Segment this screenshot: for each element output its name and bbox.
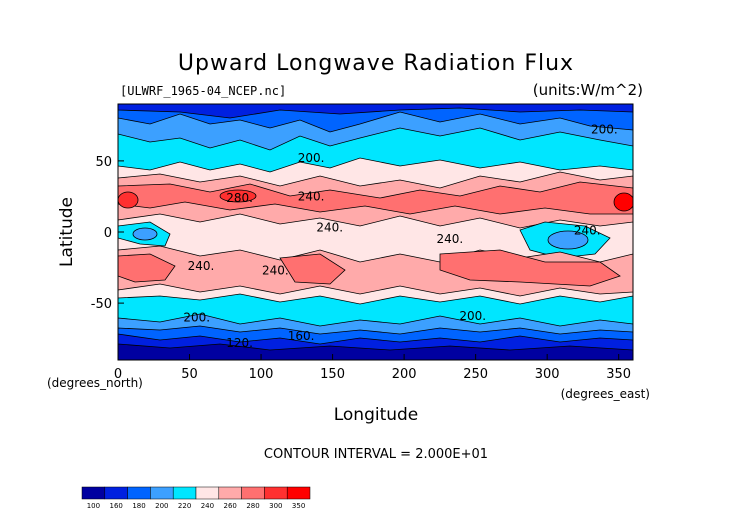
band-hot-south-right — [439, 249, 621, 287]
contour-label: 280. — [226, 191, 253, 205]
x-tick-label: 250 — [463, 367, 488, 382]
colorbar: 100 160 180 200 220 240 260 280 300 350 — [81, 486, 311, 510]
x-axis: 0 50 100 150 200 250 300 350 — [114, 354, 631, 382]
colorbar-level-label: 100 — [87, 502, 100, 510]
x-tick-label: 200 — [392, 367, 417, 382]
contour-label: 240. — [316, 221, 343, 235]
colorbar-swatch — [195, 486, 220, 500]
plot-area: 200. 200. 280. 240. 240. 240. 240. 240. 240. 200.… — [118, 104, 633, 360]
units-label: (units:W/m^2) — [533, 81, 643, 99]
x-axis-label: Longitude — [334, 405, 419, 425]
colorbar-level-label: 350 — [292, 502, 305, 510]
colorbar-swatch — [127, 486, 151, 500]
contour-label: 240. — [262, 263, 289, 277]
band-north-deepblue — [118, 104, 633, 119]
colorbar-level-label: 280 — [246, 502, 259, 510]
contour-label: 200. — [591, 123, 618, 137]
colorbar-level-label: 180 — [132, 502, 145, 510]
colorbar-level-label: 300 — [269, 502, 282, 510]
colorbar-swatch — [218, 486, 242, 500]
y-axis: 50 0 -50 — [91, 155, 124, 312]
contour-label: 200. — [183, 310, 210, 324]
hot-spot-east — [613, 192, 633, 212]
band-hot-north — [118, 181, 633, 215]
contour-label: 240. — [298, 189, 325, 203]
y-axis-label: Latitude — [57, 197, 77, 267]
contour-label: 160. — [288, 329, 315, 343]
cool-core-west — [132, 227, 158, 241]
y-unit-note: (degrees_north) — [47, 376, 143, 390]
y-tick-label: 50 — [95, 155, 112, 170]
chart-title: Upward Longwave Radiation Flux — [178, 51, 574, 76]
x-tick-label: 50 — [181, 367, 198, 382]
colorbar-swatch — [172, 486, 197, 500]
y-tick-label: -50 — [91, 297, 112, 312]
contour-labels: 200. 200. 280. 240. 240. 240. 240. 240. 240. 200.… — [183, 123, 617, 350]
colorbar-swatch — [104, 486, 128, 500]
x-tick-label: 300 — [535, 367, 560, 382]
colorbar-swatch — [150, 486, 174, 500]
source-filename: [ULWRF_1965-04_NCEP.nc] — [120, 84, 286, 98]
contour-label: 240. — [188, 259, 215, 273]
colorbar-swatch — [81, 486, 106, 500]
colorbar-level-label: 220 — [178, 502, 191, 510]
x-tick-label: 100 — [249, 367, 274, 382]
band-south-navy — [118, 343, 633, 360]
cool-core-east — [547, 230, 589, 250]
y-tick-label: 0 — [104, 226, 112, 241]
contour-label: 200. — [298, 151, 325, 165]
x-tick-label: 150 — [320, 367, 345, 382]
contour-interval-note: CONTOUR INTERVAL = 2.000E+01 — [264, 447, 488, 462]
colorbar-level-label: 260 — [224, 502, 237, 510]
hot-spot-west — [118, 191, 139, 209]
colorbar-level-label: 240 — [201, 502, 214, 510]
band-hot-south-left — [118, 253, 176, 283]
contour-label: 200. — [459, 309, 486, 323]
contour-label: 240. — [437, 232, 464, 246]
colorbar-swatch — [241, 486, 265, 500]
colorbar-level-label: 200 — [155, 502, 168, 510]
hot-spot-asia — [219, 189, 257, 203]
band-hot-south-mid — [279, 253, 346, 285]
x-tick-label: 350 — [606, 367, 631, 382]
colorbar-swatch — [264, 486, 288, 500]
x-tick-label: 0 — [114, 367, 122, 382]
contour-label: 240. — [574, 224, 601, 238]
colorbar-level-label: 160 — [110, 502, 123, 510]
contour-label: 120. — [226, 336, 253, 350]
x-unit-note: (degrees_east) — [561, 387, 650, 401]
colorbar-swatch — [286, 486, 311, 500]
